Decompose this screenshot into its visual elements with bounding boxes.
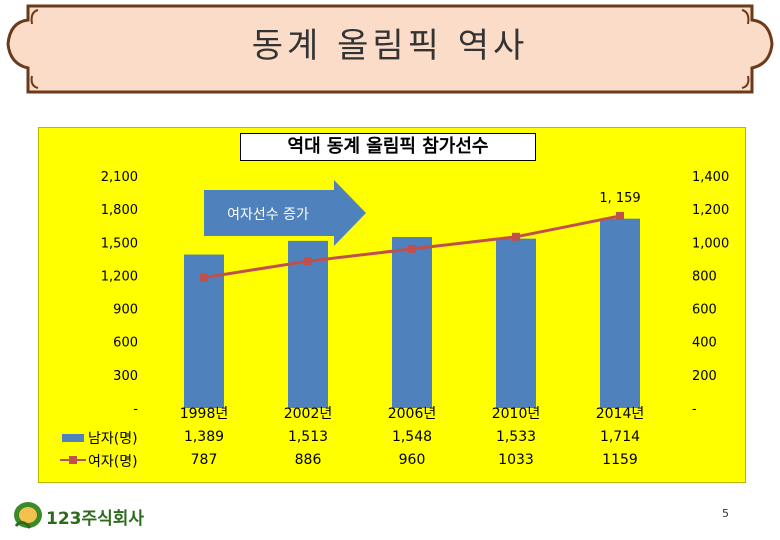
left-axis-tick-label: 1,200: [101, 269, 138, 284]
line-women-point-1998년: [200, 273, 208, 282]
table-category-label: 2010년: [492, 406, 541, 422]
table-men-value: 1,533: [496, 429, 536, 445]
line-women-point-2014년: [616, 211, 624, 220]
line-women-point-2006년: [408, 244, 416, 253]
table-category-label: 2014년: [596, 406, 645, 422]
left-axis-tick-label: -: [133, 402, 138, 417]
table-women-value: 1033: [498, 452, 534, 468]
line-women-point-2002년: [304, 257, 312, 266]
right-axis-tick-label: 200: [692, 369, 717, 384]
women-last-point-label: 1, 159: [599, 191, 640, 206]
left-axis-tick-label: 1,500: [101, 236, 138, 251]
left-axis-tick-label: 2,100: [101, 170, 138, 185]
table-women-value: 886: [295, 452, 322, 468]
chart-title: 역대 동계 올림픽 참가선수: [240, 133, 536, 161]
table-men-value: 1,548: [392, 429, 432, 445]
title-banner: [6, 4, 774, 94]
logo-emblem-icon: [14, 502, 42, 529]
bar-men-2002년: [288, 240, 328, 408]
table-category-label: 2002년: [284, 406, 333, 422]
right-axis-tick-label: 800: [692, 269, 717, 284]
table-men-value: 1,714: [600, 429, 640, 445]
logo-text: 123주식회사: [46, 509, 145, 529]
increase-arrow-shape: [204, 180, 366, 246]
legend-women-label: 여자(명): [88, 454, 138, 470]
right-axis-tick-label: 1,400: [692, 170, 729, 185]
right-axis-tick-label: 1,000: [692, 236, 729, 251]
right-axis-tick-label: 600: [692, 303, 717, 318]
bar-men-2006년: [392, 236, 432, 408]
page-number: 5: [722, 507, 729, 520]
bar-men-2014년: [600, 218, 640, 408]
company-logo: 123주식회사: [10, 498, 144, 532]
legend-women-key-marker: [69, 456, 77, 464]
left-axis-tick-label: 300: [113, 369, 138, 384]
table-category-label: 1998년: [180, 406, 229, 422]
left-axis-tick-label: 1,800: [101, 203, 138, 218]
right-axis-tick-label: -: [692, 402, 697, 417]
right-axis-tick-label: 1,200: [692, 203, 729, 218]
right-axis-tick-label: 400: [692, 336, 717, 351]
legend-men-label: 남자(명): [88, 431, 138, 447]
table-men-value: 1,513: [288, 429, 328, 445]
legend-men-key: [62, 434, 84, 442]
table-men-value: 1,389: [184, 429, 224, 445]
left-axis-tick-label: 600: [113, 336, 138, 351]
line-women-point-2010년: [512, 232, 520, 241]
slide-title: 동계 올림픽 역사: [251, 26, 529, 66]
left-axis-tick-label: 900: [113, 303, 138, 318]
increase-arrow-label: 여자선수 증가: [227, 207, 309, 223]
bar-men-2010년: [496, 238, 536, 408]
table-women-value: 960: [399, 452, 426, 468]
table-category-label: 2006년: [388, 406, 437, 422]
table-women-value: 1159: [602, 452, 638, 468]
table-women-value: 787: [191, 452, 218, 468]
